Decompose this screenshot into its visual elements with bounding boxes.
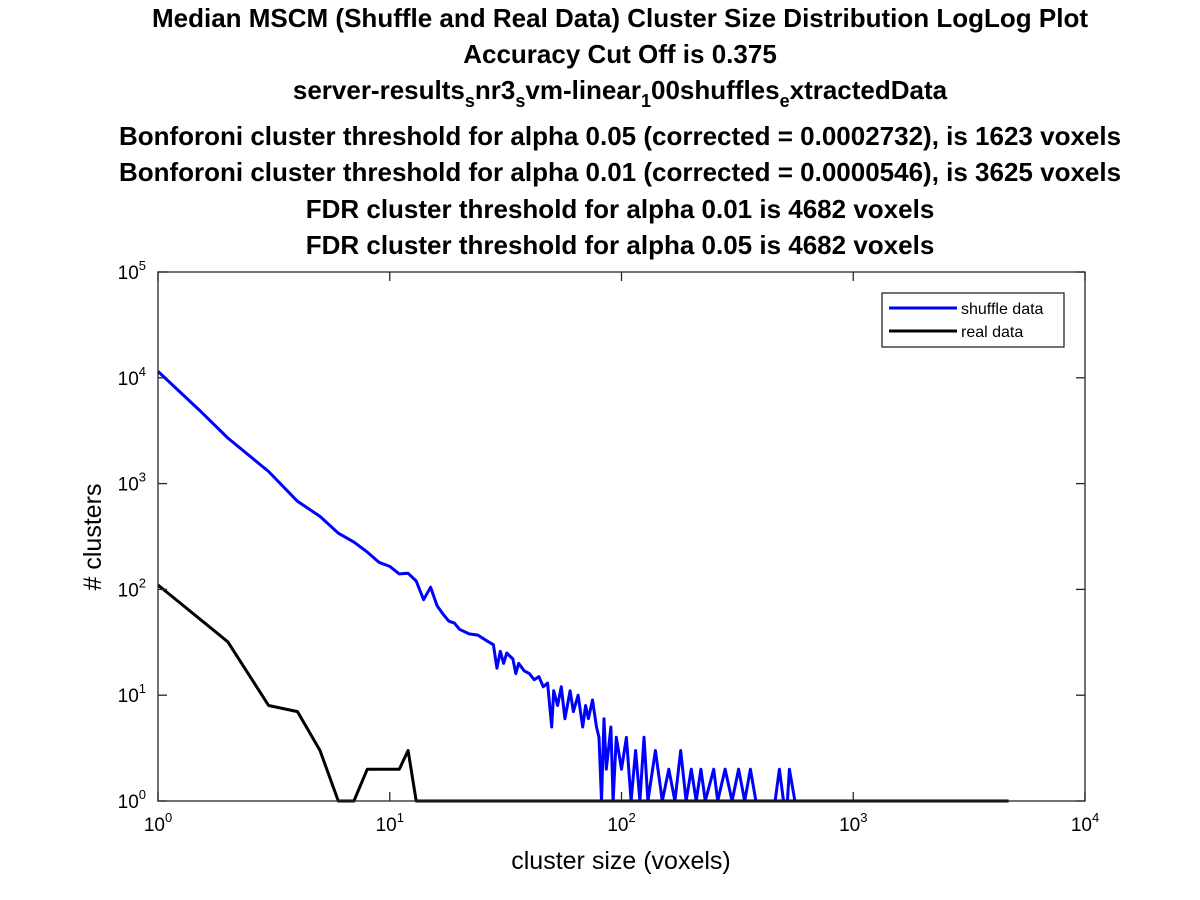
- chart-title: Median MSCM (Shuffle and Real Data) Clus…: [119, 3, 1121, 260]
- y-tick-label: 102: [118, 575, 146, 601]
- legend-label-real-data: real data: [961, 324, 1023, 341]
- x-tick-label: 102: [607, 810, 635, 836]
- x-tick-label: 101: [376, 810, 404, 836]
- y-tick-label: 103: [118, 470, 146, 496]
- title-text-part: 00shuffles: [651, 75, 780, 105]
- legend: shuffle data real data: [881, 292, 1065, 348]
- title-line-1: Median MSCM (Shuffle and Real Data) Clus…: [152, 3, 1088, 33]
- title-line-7: FDR cluster threshold for alpha 0.05 is …: [306, 230, 935, 260]
- title-subscript-part: s: [515, 91, 525, 111]
- x-tick-label: 103: [839, 810, 867, 836]
- title-subscript-part: 1: [641, 91, 651, 111]
- x-tick-label: 104: [1071, 810, 1099, 836]
- legend-box: [881, 292, 1065, 348]
- ticks-layer: 100 101 102 103 104 100 101 102 103 104 105: [118, 258, 1100, 836]
- title-text-part: server-results: [293, 75, 465, 105]
- y-tick-label: 104: [118, 364, 146, 390]
- title-line-4: Bonforoni cluster threshold for alpha 0.…: [119, 121, 1121, 151]
- x-tick-label: 100: [144, 810, 172, 836]
- y-axis-label: # clusters: [79, 484, 107, 591]
- title-text-part: nr3: [475, 75, 515, 105]
- title-line-2: Accuracy Cut Off is 0.375: [463, 39, 777, 69]
- title-text-part: xtractedData: [790, 75, 948, 105]
- y-tick-label: 100: [118, 787, 146, 813]
- title-text-part: vm-linear: [525, 75, 641, 105]
- x-axis-label: cluster size (voxels): [511, 847, 731, 875]
- plot-area: 100 101 102 103 104 100 101 102 103 104 105: [118, 258, 1100, 836]
- title-subscript-part: s: [465, 91, 475, 111]
- y-tick-label: 101: [118, 681, 146, 707]
- y-tick-label: 105: [118, 258, 146, 284]
- title-subscript-part: e: [780, 91, 790, 111]
- legend-label-shuffle-data: shuffle data: [961, 301, 1044, 318]
- title-line-5: Bonforoni cluster threshold for alpha 0.…: [119, 157, 1121, 187]
- title-line-6: FDR cluster threshold for alpha 0.01 is …: [306, 194, 935, 224]
- title-line-3: server-resultssnr3svm-linear100shufflese…: [293, 75, 948, 111]
- series-line-shuffle-data: [156, 370, 797, 803]
